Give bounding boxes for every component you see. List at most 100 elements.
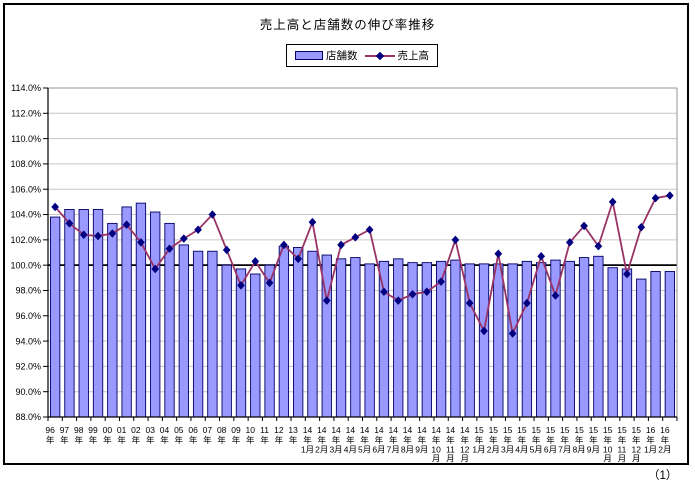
store-count-bar — [307, 250, 318, 418]
x-category-label: 14 — [331, 425, 341, 435]
x-category-label: 14 — [317, 425, 327, 435]
x-category-label: 年 — [632, 435, 641, 445]
x-category-label: 月 — [632, 454, 641, 464]
x-category-label: 2月 — [487, 445, 500, 455]
x-category-label: 年 — [346, 435, 355, 445]
x-category-label: 15 — [617, 425, 627, 435]
x-category-label: 年 — [661, 435, 670, 445]
x-category-label: 年 — [460, 435, 469, 445]
x-category-label: 1月 — [644, 445, 657, 455]
y-tick-label: 110.0% — [11, 134, 41, 144]
x-category-label: 月 — [618, 454, 627, 464]
x-category-label: 年 — [518, 435, 527, 445]
x-category-label: 03 — [145, 425, 155, 435]
x-category-label: 年 — [46, 435, 55, 445]
x-category-label: 月 — [432, 454, 441, 464]
store-count-bar — [593, 255, 604, 418]
y-tick-label: 90.0% — [15, 387, 41, 397]
sales-diamond-marker — [179, 234, 188, 243]
x-category-label: 年 — [289, 435, 298, 445]
sales-diamond-marker — [322, 296, 331, 305]
x-category-label: 16 — [660, 425, 670, 435]
store-count-bar — [49, 216, 61, 418]
store-count-bar — [364, 263, 375, 418]
x-category-label: 8月 — [401, 445, 414, 455]
x-category-label: 02 — [131, 425, 141, 435]
sales-diamond-marker — [279, 240, 288, 250]
sales-diamond-marker — [79, 230, 88, 240]
sales-diamond-marker — [565, 238, 574, 247]
sales-diamond-marker — [580, 221, 589, 231]
x-category-label: 5月 — [530, 445, 543, 455]
sales-diamond-marker — [637, 222, 646, 232]
x-category-label: 年 — [246, 435, 255, 445]
sales-diamond-marker — [65, 219, 74, 228]
x-category-label: 11 — [260, 425, 269, 435]
x-category-label: 12 — [632, 445, 642, 455]
x-category-label: 3月 — [501, 445, 514, 455]
sales-diamond-marker — [494, 249, 503, 259]
store-count-bar — [478, 263, 490, 418]
x-category-label: 年 — [60, 435, 69, 445]
x-category-label: 15 — [603, 425, 613, 435]
y-tick-label: 98.0% — [15, 286, 41, 296]
store-count-bar — [264, 264, 275, 418]
sales-diamond-marker — [408, 289, 417, 299]
store-count-bar — [178, 244, 189, 418]
store-count-bar — [378, 260, 390, 418]
x-category-label: 2月 — [658, 445, 671, 455]
store-count-bar — [135, 202, 147, 418]
y-tick-label: 96.0% — [15, 311, 41, 321]
x-category-label: 99 — [88, 425, 98, 435]
x-category-label: 09 — [231, 425, 241, 435]
x-category-label: 14 — [417, 425, 427, 435]
store-count-bar — [578, 257, 590, 418]
line-series-swatch-icon — [364, 51, 395, 60]
sales-diamond-marker — [151, 264, 160, 274]
store-count-bar — [64, 209, 75, 418]
store-count-bar — [293, 246, 304, 418]
x-category-label: 年 — [260, 435, 269, 445]
sales-diamond-marker — [608, 197, 617, 207]
x-category-label: 14 — [389, 425, 399, 435]
x-category-label: 4月 — [515, 445, 528, 455]
sales-diamond-marker — [623, 269, 631, 279]
store-count-bar — [335, 258, 347, 418]
store-count-bar — [107, 222, 118, 418]
x-category-label: 15 — [517, 425, 527, 435]
store-count-bar — [564, 260, 575, 418]
y-tick-label: 112.0% — [11, 109, 41, 119]
sales-diamond-marker — [308, 217, 317, 227]
x-category-label: 年 — [418, 435, 427, 445]
sales-diamond-marker — [122, 220, 131, 230]
x-category-label: 14 — [360, 425, 370, 435]
sales-diamond-marker — [51, 202, 60, 212]
sales-diamond-marker — [394, 296, 403, 305]
x-category-label: 9月 — [587, 445, 600, 455]
sales-diamond-marker — [594, 241, 603, 251]
y-tick-label: 106.0% — [10, 184, 41, 194]
x-category-label: 14 — [346, 425, 356, 435]
x-category-label: 14 — [431, 425, 441, 435]
store-count-bar — [278, 245, 290, 418]
x-category-label: 15 — [489, 425, 499, 435]
x-category-label: 年 — [332, 435, 341, 445]
x-category-label: 年 — [403, 435, 412, 445]
x-category-label: 年 — [189, 435, 198, 445]
x-category-label: 年 — [446, 435, 455, 445]
store-count-bar — [121, 206, 132, 418]
x-category-label: 年 — [575, 435, 584, 445]
x-category-label: 14 — [403, 425, 413, 435]
x-category-label: 15 — [474, 425, 484, 435]
x-category-label: 10 — [246, 425, 256, 435]
store-count-bar — [78, 209, 89, 418]
x-category-label: 年 — [603, 435, 612, 445]
x-category-label: 年 — [318, 435, 327, 445]
x-category-label: 年 — [117, 435, 126, 445]
x-category-label: 10 — [603, 445, 613, 455]
y-tick-label: 114.0% — [11, 83, 41, 93]
store-count-bar — [421, 262, 432, 418]
store-count-bar — [607, 267, 618, 418]
x-category-label: 10 — [431, 445, 441, 455]
x-category-label: 年 — [489, 435, 498, 445]
